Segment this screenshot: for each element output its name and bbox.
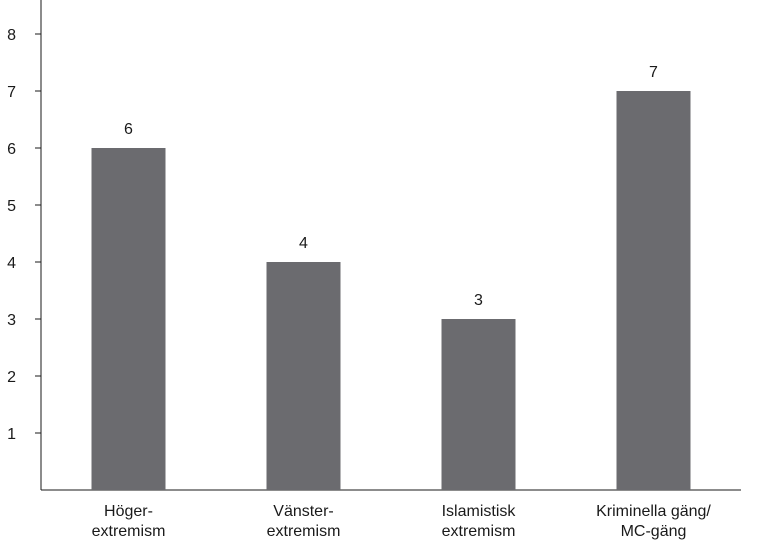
bars [91,91,691,490]
y-tick-label: 2 [7,369,16,386]
category-label-line: Höger- [104,503,153,520]
category-label-line: extremism [92,523,166,540]
category-label: Islamistisk extremism [442,503,517,540]
y-tick-label: 4 [7,255,16,272]
category-label-line: extremism [442,523,516,540]
category-label-line: Islamistisk [442,503,517,520]
category-label-line: Vänster- [273,503,333,520]
data-label: 6 [124,121,133,138]
bar [616,91,691,490]
category-label-line: extremism [267,523,341,540]
y-tick-label: 6 [7,141,16,158]
bar [266,262,341,490]
y-tick-label: 3 [7,312,16,329]
category-label: Kriminella gäng/MC-gäng [596,503,711,540]
data-label: 3 [474,292,483,309]
x-axis-labels: Höger-extremismVänster-extremismIslamist… [92,503,712,540]
bar [91,148,166,490]
data-labels: 6 4 3 7 [124,64,658,309]
category-label-line: Kriminella gäng/ [596,503,711,520]
bar [441,319,516,490]
y-tick-label: 8 [7,27,16,44]
data-label: 7 [649,64,658,81]
y-tick-label: 7 [7,84,16,101]
category-label-line: MC-gäng [621,523,687,540]
data-label: 4 [299,235,308,252]
y-axis-ticks: 1 2 3 4 5 6 7 8 [7,27,41,443]
category-label: Vänster-extremism [267,503,341,540]
y-tick-label: 1 [7,426,16,443]
category-label: Höger-extremism [92,503,166,540]
y-tick-label: 5 [7,198,16,215]
